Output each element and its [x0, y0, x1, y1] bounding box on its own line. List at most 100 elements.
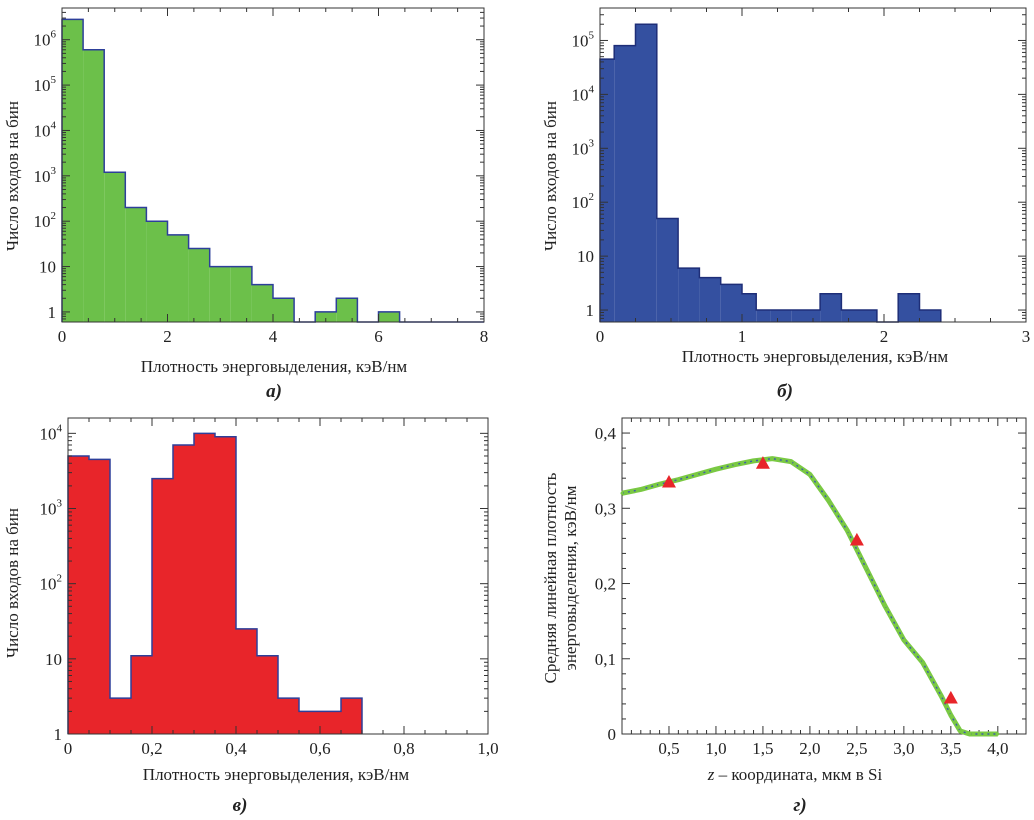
ytick-label-g: 0,1	[595, 650, 616, 669]
caption-g: г)	[793, 795, 806, 816]
caption-v: в)	[233, 795, 248, 816]
frame-g	[621, 417, 1027, 735]
bar-v-9	[257, 655, 278, 734]
hist-outline-v	[67, 432, 363, 734]
triangle-point-g	[755, 456, 770, 469]
bar-v-0	[68, 455, 89, 734]
xtick-label-v: 0	[64, 739, 73, 758]
curve-point-g	[902, 638, 906, 642]
xtick-label-g: 0,5	[658, 739, 679, 758]
ylabel-b: Число входов на бин	[541, 101, 560, 251]
bar-a-10	[273, 298, 295, 322]
bar-b-4	[678, 268, 700, 322]
curve-point-g	[695, 472, 699, 476]
curve-point-g	[752, 459, 756, 463]
histogram-v: Число входов на бин Плотность энерговыде…	[3, 417, 499, 816]
bar-b-5	[699, 277, 721, 322]
origin-label-g: 0	[608, 725, 617, 744]
ylabel-g-line2: энерговыделения, кэВ/нм	[561, 485, 580, 670]
curve-point-g	[883, 604, 887, 608]
bar-b-12	[841, 310, 877, 322]
curve-point-g	[949, 713, 953, 717]
ytick-label-v: 1	[54, 725, 63, 744]
ytick-label-v: 104	[40, 422, 63, 443]
bar-b-6	[720, 284, 742, 322]
curve-point-g	[808, 472, 812, 476]
bar-a-0	[62, 19, 84, 322]
ytick-label-a: 105	[34, 74, 57, 95]
xlabel-g: z – координата, мкм в Si	[707, 765, 883, 784]
bar-b-9	[770, 310, 792, 322]
bar-a-7	[209, 266, 231, 322]
bar-a-3	[125, 207, 147, 322]
xtick-label-a: 0	[58, 327, 67, 346]
xtick-label-a: 4	[269, 327, 278, 346]
ytick-label-a: 102	[34, 210, 57, 231]
curve-point-g	[827, 499, 831, 503]
ytick-label-v: 10	[45, 650, 62, 669]
xtick-label-a: 6	[374, 327, 383, 346]
ytick-label-b: 1	[586, 301, 595, 320]
bar-v-6	[194, 433, 215, 734]
bar-b-1	[614, 45, 636, 322]
curve-point-g	[733, 463, 737, 467]
bar-b-0	[600, 59, 615, 323]
curve-point-g	[977, 732, 981, 736]
xtick-label-b: 2	[880, 327, 889, 346]
ytick-label-a: 103	[34, 165, 57, 186]
curve-point-g	[770, 457, 774, 461]
bar-a-6	[188, 248, 210, 322]
bar-a-5	[167, 234, 189, 322]
xtick-label-v: 0,6	[309, 739, 330, 758]
bar-v-12	[341, 698, 362, 734]
bar-v-7	[215, 436, 236, 734]
bar-a-2	[104, 172, 126, 322]
bar-b-2	[635, 24, 657, 323]
triangle-point-g	[849, 532, 864, 546]
bar-a-1	[83, 49, 105, 323]
ytick-label-v: 103	[40, 498, 63, 519]
bar-a-12	[315, 311, 337, 322]
ytick-label-b: 10	[577, 247, 594, 266]
bar-a-9	[251, 284, 273, 322]
bar-v-1	[89, 459, 110, 734]
ytick-label-b: 102	[572, 191, 595, 212]
xlabel-g-rest: – координата, мкм в Si	[714, 765, 882, 784]
curve-point-g	[939, 694, 943, 698]
xtick-label-g: 3,5	[940, 739, 961, 758]
bar-b-14	[898, 293, 920, 322]
curve-point-g	[968, 732, 972, 736]
curve-point-g	[676, 478, 680, 482]
curve-point-g	[714, 467, 718, 471]
xtick-label-g: 1,0	[705, 739, 726, 758]
curve-point-g	[864, 566, 868, 570]
ylabel-g-line1: Средняя линейная плотность	[541, 472, 560, 683]
triangle-point-g	[943, 690, 958, 704]
ytick-label-a: 104	[34, 119, 57, 140]
ytick-label-a: 10	[39, 258, 56, 277]
xlabel-a: Плотность энерговыделения, кэВ/нм	[141, 357, 408, 376]
hist-outline-a	[61, 18, 484, 323]
bar-v-8	[236, 628, 257, 734]
xlabel-g-var: z	[707, 765, 715, 784]
bar-a-8	[230, 266, 252, 322]
ytick-label-a: 1	[48, 303, 57, 322]
xtick-label-g: 2,0	[799, 739, 820, 758]
ytick-label-g: 0,4	[595, 424, 617, 443]
triangle-point-g	[661, 474, 676, 488]
xtick-label-b: 0	[596, 327, 605, 346]
xtick-label-v: 0,8	[393, 739, 414, 758]
xtick-label-v: 0,4	[225, 739, 247, 758]
curve-point-g	[958, 729, 962, 733]
curve-point-g	[639, 487, 643, 491]
bar-b-10	[791, 310, 821, 322]
curve-point-g	[921, 661, 925, 665]
xtick-label-a: 8	[480, 327, 489, 346]
bar-v-10	[278, 698, 299, 734]
xtick-label-b: 3	[1022, 327, 1031, 346]
line-chart-g: Средняя линейная плотность энерговыделен…	[541, 417, 1027, 816]
xtick-label-g: 4,0	[987, 739, 1008, 758]
caption-b: б)	[777, 381, 793, 402]
series-curve-g	[621, 456, 998, 737]
